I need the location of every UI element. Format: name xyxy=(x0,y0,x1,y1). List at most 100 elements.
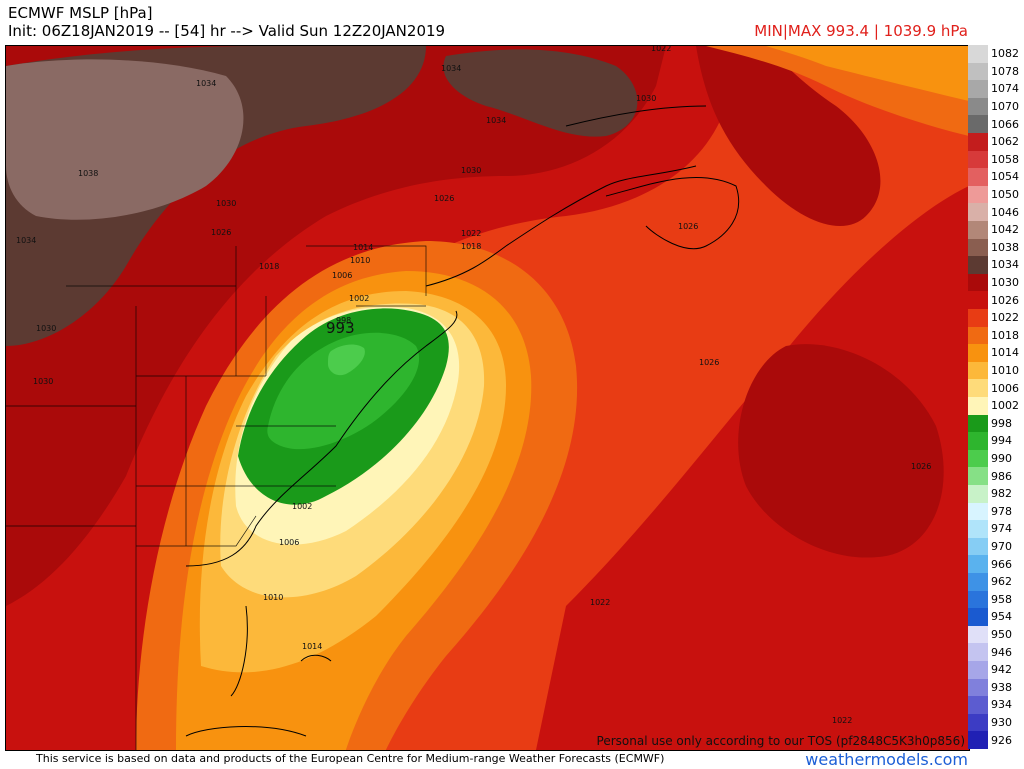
contour-label: 1002 xyxy=(292,502,312,511)
mslp-map-canvas: 1034 1038 1034 1030 1030 1034 1034 1030 … xyxy=(6,46,969,750)
legend-swatch xyxy=(968,432,988,450)
band-1030 xyxy=(6,46,881,606)
legend-swatch xyxy=(968,344,988,362)
legend-label: 926 xyxy=(991,733,1012,747)
legend-swatch xyxy=(968,185,988,204)
legend-label: 998 xyxy=(991,416,1012,430)
legend-entry: 986 xyxy=(968,467,1024,485)
legend-swatch xyxy=(968,379,988,397)
min-max-readout: MIN|MAX 993.4 | 1039.9 hPa xyxy=(754,22,968,40)
legend-label: 1058 xyxy=(991,152,1019,166)
legend-entry: 1010 xyxy=(968,361,1024,380)
legend-label: 942 xyxy=(991,663,1012,677)
legend-entry: 942 xyxy=(968,661,1024,679)
legend-entry: 1074 xyxy=(968,80,1024,98)
legend-entry: 974 xyxy=(968,520,1024,538)
legend-label: 994 xyxy=(991,434,1012,448)
contour-label: 1034 xyxy=(486,116,506,125)
legend-entry: 1066 xyxy=(968,115,1024,133)
contour-label: 1026 xyxy=(678,222,698,231)
legend-swatch xyxy=(968,397,988,415)
coastlines xyxy=(185,105,740,737)
contour-label: 1010 xyxy=(350,256,370,265)
legend-entry: 1054 xyxy=(968,168,1024,186)
band-990 xyxy=(328,344,365,376)
contour-labels: 1034 1038 1034 1030 1030 1034 1034 1030 … xyxy=(16,46,931,725)
tos-notice: Personal use only according to our TOS (… xyxy=(596,734,965,748)
legend-swatch xyxy=(968,590,988,609)
legend-swatch xyxy=(968,502,988,521)
legend-label: 982 xyxy=(991,487,1012,501)
band-1030-atlantic xyxy=(738,344,944,558)
legend-label: 962 xyxy=(991,575,1012,589)
legend-label: 1074 xyxy=(991,82,1019,96)
legend-entry: 978 xyxy=(968,502,1024,521)
contour-label: 1022 xyxy=(590,598,610,607)
contour-label: 1022 xyxy=(461,229,481,238)
legend-entry: 1082 xyxy=(968,45,1024,63)
legend-entry: 1062 xyxy=(968,133,1024,151)
legend-entry: 1046 xyxy=(968,203,1024,221)
map-title: ECMWF MSLP [hPa] xyxy=(8,4,153,22)
legend-label: 1050 xyxy=(991,188,1019,202)
legend-swatch xyxy=(968,678,988,697)
contour-label: 1014 xyxy=(302,642,322,651)
legend-entry: 946 xyxy=(968,643,1024,661)
legend-entry: 934 xyxy=(968,696,1024,714)
legend-label: 930 xyxy=(991,716,1012,730)
contour-label: 1018 xyxy=(461,242,481,251)
legend-entry: 954 xyxy=(968,608,1024,626)
legend-label: 1010 xyxy=(991,364,1019,378)
legend-entry: 962 xyxy=(968,573,1024,591)
legend-entry: 926 xyxy=(968,731,1024,749)
legend-label: 1038 xyxy=(991,240,1019,254)
legend-swatch xyxy=(968,62,988,81)
contour-label: 1026 xyxy=(211,228,231,237)
legend-entry: 982 xyxy=(968,485,1024,503)
legend-label: 1034 xyxy=(991,258,1019,272)
legend-entry: 990 xyxy=(968,449,1024,468)
legend-label: 1018 xyxy=(991,328,1019,342)
contour-label: 998 xyxy=(336,316,351,325)
legend-swatch xyxy=(968,97,988,116)
legend-swatch xyxy=(968,203,988,221)
legend-label: 966 xyxy=(991,557,1012,571)
legend-label: 1026 xyxy=(991,293,1019,307)
contour-label: 1026 xyxy=(911,462,931,471)
legend-swatch xyxy=(968,221,988,239)
legend-label: 1070 xyxy=(991,100,1019,114)
low-center-label: 993 xyxy=(326,319,355,337)
contour-label: 1002 xyxy=(349,294,369,303)
legend-label: 1066 xyxy=(991,117,1019,131)
legend-swatch xyxy=(968,555,988,573)
legend-entry: 1058 xyxy=(968,150,1024,169)
contour-label: 1026 xyxy=(699,358,719,367)
legend-swatch xyxy=(968,696,988,714)
legend-label: 934 xyxy=(991,698,1012,712)
legend-label: 974 xyxy=(991,522,1012,536)
legend-swatch xyxy=(968,115,988,133)
brand-link[interactable]: weathermodels.com xyxy=(805,750,968,769)
legend-label: 1002 xyxy=(991,399,1019,413)
contour-label: 1034 xyxy=(16,236,36,245)
legend-swatch xyxy=(968,238,988,257)
mslp-map: 1034 1038 1034 1030 1030 1034 1034 1030 … xyxy=(5,45,970,751)
contour-label: 1026 xyxy=(434,194,454,203)
legend-entry: 1022 xyxy=(968,309,1024,327)
legend-swatch xyxy=(968,326,988,345)
contour-label: 1030 xyxy=(33,377,53,386)
legend-label: 946 xyxy=(991,645,1012,659)
legend-entry: 1038 xyxy=(968,238,1024,257)
contour-label: 1030 xyxy=(636,94,656,103)
legend-swatch xyxy=(968,608,988,626)
legend-label: 986 xyxy=(991,469,1012,483)
band-1038 xyxy=(6,59,244,220)
legend-entry: 1050 xyxy=(968,185,1024,204)
legend-label: 1014 xyxy=(991,346,1019,360)
legend-label: 1006 xyxy=(991,381,1019,395)
contour-label: 1018 xyxy=(259,262,279,271)
legend-entry: 1030 xyxy=(968,273,1024,292)
legend-label: 990 xyxy=(991,452,1012,466)
contour-label: 1034 xyxy=(196,79,216,88)
init-valid-time: Init: 06Z18JAN2019 -- [54] hr --> Valid … xyxy=(8,22,446,40)
